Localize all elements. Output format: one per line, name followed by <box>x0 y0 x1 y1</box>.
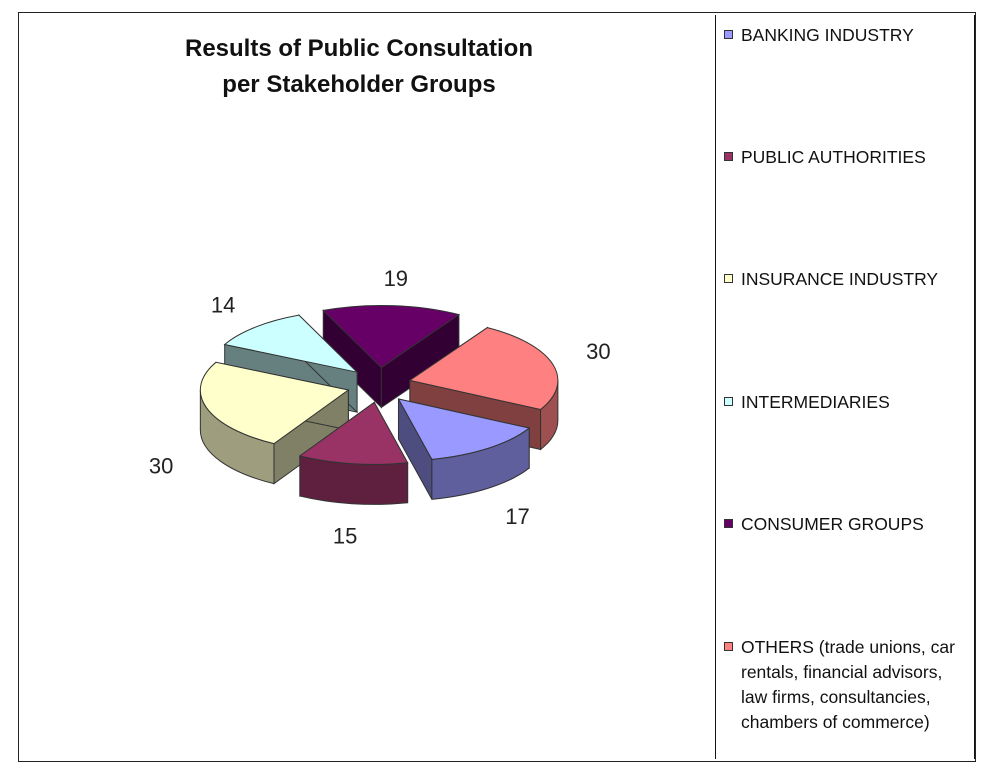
data-label-slice-3-intermediaries: 14 <box>211 293 235 318</box>
legend-label: INTERMEDIARIES <box>741 392 890 412</box>
chart-title-line-1: Results of Public Consultation <box>184 35 533 62</box>
legend: BANKING INDUSTRY PUBLIC AUTHORITIES INSURA… <box>715 15 975 759</box>
slice-0-banking-industry <box>397 398 531 500</box>
legend-swatch <box>724 152 733 161</box>
legend-label: CONSUMER GROUPS <box>741 514 924 534</box>
slice-top-face <box>408 327 559 411</box>
pie-chart: 17 15 30 14 19 30 <box>149 266 611 549</box>
legend-item-slice-2-insurance-industry: INSURANCE INDUSTRY <box>724 267 970 292</box>
slice-top-face <box>322 304 461 369</box>
chart-frame: Results of Public Consultation per Stake… <box>18 12 976 762</box>
slice-5-others-trade-unions-car- <box>408 326 559 451</box>
legend-item-slice-5-others-trade-unions-car-: OTHERS (trade unions, car rentals, finan… <box>724 635 970 735</box>
plot-area: Results of Public Consultation per Stake… <box>19 13 715 761</box>
data-label-slice-2-insurance-industry: 30 <box>149 453 173 478</box>
data-label-slice-0-banking-industry: 17 <box>505 504 529 529</box>
legend-item-slice-1-public-authorities: PUBLIC AUTHORITIES <box>724 145 970 170</box>
slice-top-face <box>298 401 409 465</box>
slice-top-face <box>199 361 350 445</box>
chart-title-line-2: per Stakeholder Groups <box>222 71 496 98</box>
legend-swatch <box>724 30 733 39</box>
legend-swatch <box>724 519 733 528</box>
legend-label: OTHERS (trade unions, car rentals, finan… <box>741 637 955 732</box>
chart-title: Results of Public Consultation per Stake… <box>19 31 699 103</box>
legend-label: PUBLIC AUTHORITIES <box>741 147 926 167</box>
legend-item-slice-0-banking-industry: BANKING INDUSTRY <box>724 23 970 48</box>
slice-4-consumer-groups <box>322 304 461 409</box>
legend-item-slice-4-consumer-groups: CONSUMER GROUPS <box>724 512 970 537</box>
slice-2-insurance-industry <box>199 361 350 485</box>
legend-swatch <box>724 642 733 651</box>
slice-top-face <box>223 314 359 374</box>
slice-1-public-authorities <box>298 401 409 505</box>
legend-item-slice-3-intermediaries: INTERMEDIARIES <box>724 390 970 415</box>
data-label-slice-5-others-trade-unions-car-: 30 <box>586 339 610 364</box>
data-label-slice-4-consumer-groups: 19 <box>384 266 408 291</box>
legend-label: BANKING INDUSTRY <box>741 25 914 45</box>
slice-top-face <box>397 398 531 460</box>
legend-swatch <box>724 274 733 283</box>
data-label-slice-1-public-authorities: 15 <box>333 523 357 548</box>
legend-label: INSURANCE INDUSTRY <box>741 269 939 289</box>
legend-swatch <box>724 397 733 406</box>
